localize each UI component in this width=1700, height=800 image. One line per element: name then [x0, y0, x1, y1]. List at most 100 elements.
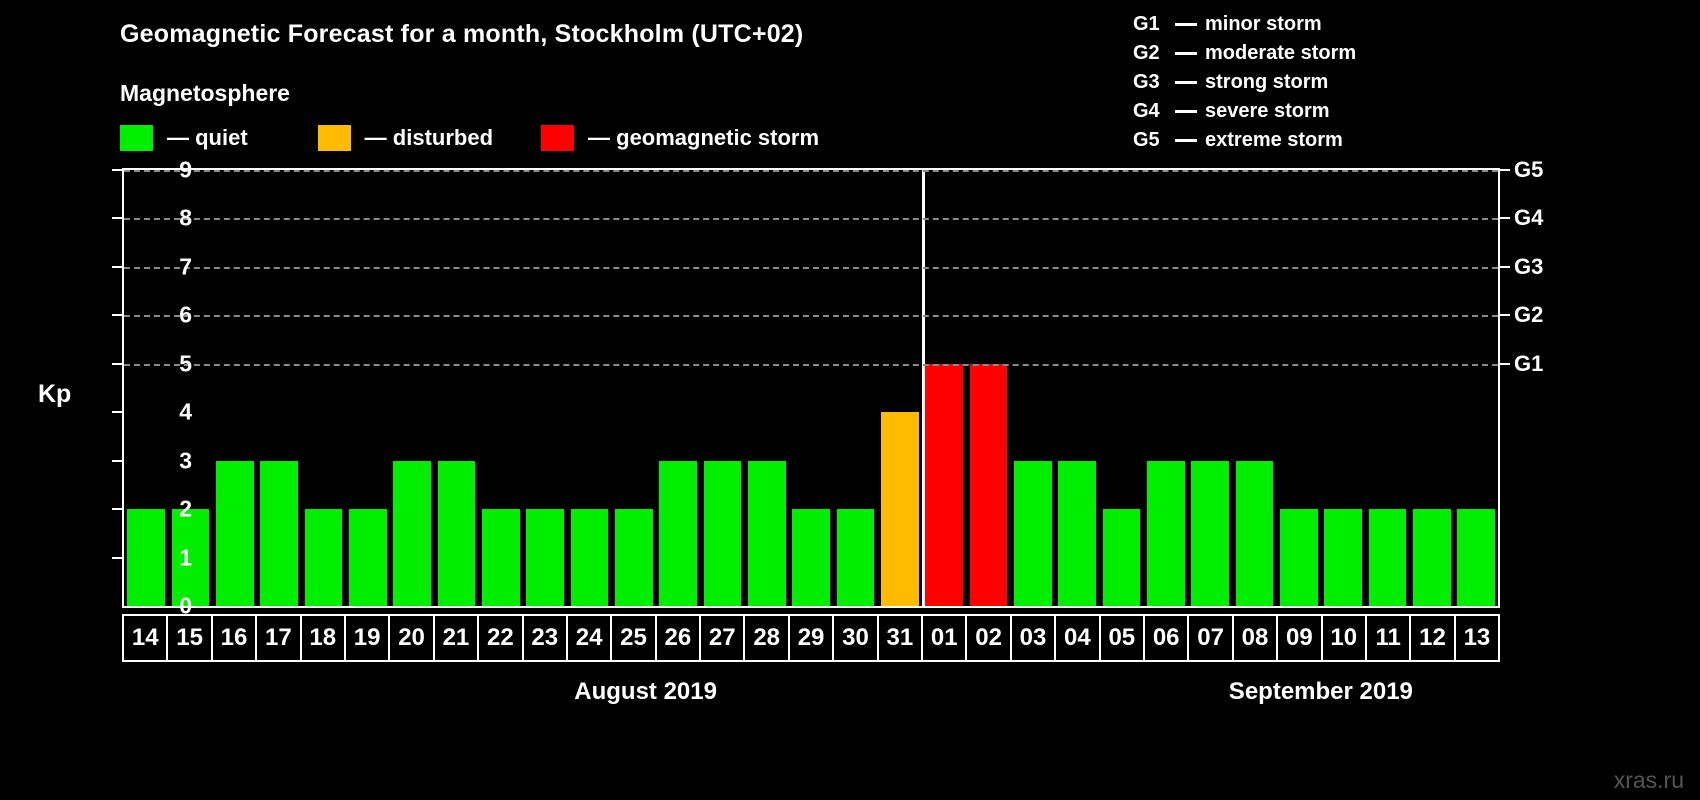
day-label[interactable]: 14	[124, 616, 169, 660]
day-label[interactable]: 30	[834, 616, 879, 660]
bar-cell[interactable]	[700, 170, 744, 606]
bar-cell[interactable]	[479, 170, 523, 606]
bar[interactable]	[703, 460, 742, 606]
g-axis-tick-label: G2	[1514, 302, 1544, 328]
bar[interactable]	[1013, 460, 1052, 606]
bar[interactable]	[570, 509, 609, 606]
bar-cell[interactable]	[1011, 170, 1055, 606]
bar[interactable]	[1191, 460, 1229, 606]
bar-cell[interactable]	[612, 170, 656, 606]
bar[interactable]	[437, 460, 476, 606]
day-label[interactable]: 11	[1367, 616, 1412, 660]
g-scale-row: G4 severe storm	[1133, 97, 1356, 126]
bar-cell[interactable]	[1144, 170, 1188, 606]
bar[interactable]	[836, 509, 875, 606]
bar-cell[interactable]	[1232, 170, 1276, 606]
bar[interactable]	[348, 509, 387, 606]
day-label[interactable]: 31	[879, 616, 924, 660]
day-label[interactable]: 02	[967, 616, 1012, 660]
day-label[interactable]: 17	[257, 616, 302, 660]
bar-cell[interactable]	[1055, 170, 1099, 606]
day-label[interactable]: 21	[435, 616, 480, 660]
bar[interactable]	[1412, 509, 1451, 606]
bar-cell[interactable]	[124, 170, 168, 606]
bar-cell[interactable]	[1454, 170, 1498, 606]
bar-cell[interactable]	[567, 170, 611, 606]
bar[interactable]	[792, 509, 830, 606]
day-label[interactable]: 23	[524, 616, 568, 660]
bar-cell[interactable]	[789, 170, 833, 606]
y-axis-tick-mark	[112, 556, 122, 559]
bar[interactable]	[880, 412, 919, 606]
bar[interactable]	[1235, 460, 1274, 606]
bar-cell[interactable]	[1410, 170, 1454, 606]
bar[interactable]	[215, 460, 254, 606]
bar[interactable]	[925, 363, 963, 606]
bar[interactable]	[1102, 509, 1141, 606]
bar-cell[interactable]	[1321, 170, 1365, 606]
bar[interactable]	[1146, 460, 1185, 606]
day-label[interactable]: 01	[923, 616, 968, 660]
bar-cell[interactable]	[833, 170, 877, 606]
day-label[interactable]: 20	[390, 616, 435, 660]
bar[interactable]	[1058, 460, 1096, 606]
day-label[interactable]: 10	[1323, 616, 1367, 660]
day-label[interactable]: 07	[1189, 616, 1234, 660]
bar[interactable]	[969, 363, 1008, 606]
bar[interactable]	[1368, 509, 1407, 606]
day-label[interactable]: 24	[568, 616, 613, 660]
bar-cell[interactable]	[257, 170, 301, 606]
day-label[interactable]: 27	[701, 616, 746, 660]
day-label[interactable]: 03	[1012, 616, 1057, 660]
g-scale-dash-icon	[1175, 110, 1197, 113]
bar-cell[interactable]	[301, 170, 345, 606]
bar-cell[interactable]	[878, 170, 922, 606]
day-label[interactable]: 05	[1101, 616, 1145, 660]
day-label[interactable]: 22	[479, 616, 524, 660]
bar-cell[interactable]	[390, 170, 434, 606]
y-axis-tick-mark	[112, 459, 122, 462]
bar[interactable]	[481, 509, 520, 606]
bar-cell[interactable]	[656, 170, 700, 606]
bar[interactable]	[393, 460, 431, 606]
bar-cell[interactable]	[168, 170, 212, 606]
day-label[interactable]: 18	[302, 616, 346, 660]
bar[interactable]	[659, 460, 697, 606]
g-axis-tick-label: G5	[1514, 157, 1544, 182]
day-label[interactable]: 25	[612, 616, 657, 660]
bar-cell[interactable]	[213, 170, 257, 606]
bar-cell[interactable]	[745, 170, 789, 606]
bar-cell[interactable]	[1277, 170, 1321, 606]
day-label[interactable]: 06	[1145, 616, 1190, 660]
bar[interactable]	[171, 509, 210, 606]
bar[interactable]	[614, 509, 653, 606]
bar-cell[interactable]	[346, 170, 390, 606]
day-label[interactable]: 19	[346, 616, 391, 660]
bar[interactable]	[1457, 509, 1495, 606]
day-label[interactable]: 04	[1056, 616, 1101, 660]
bar-cell[interactable]	[1188, 170, 1232, 606]
bar-cell[interactable]	[1099, 170, 1143, 606]
day-label[interactable]: 16	[213, 616, 258, 660]
bar-cell[interactable]	[434, 170, 478, 606]
bar[interactable]	[260, 460, 298, 606]
bar[interactable]	[526, 509, 564, 606]
day-label[interactable]: 28	[745, 616, 790, 660]
day-label[interactable]: 13	[1463, 624, 1491, 651]
bar[interactable]	[304, 509, 343, 606]
bar[interactable]	[127, 509, 165, 606]
bar-cell[interactable]	[1365, 170, 1409, 606]
bar[interactable]	[747, 460, 786, 606]
day-label[interactable]: 15	[168, 616, 213, 660]
bar-cell[interactable]	[523, 170, 567, 606]
bar-cell[interactable]	[966, 170, 1010, 606]
bar[interactable]	[1324, 509, 1362, 606]
day-label[interactable]: 26	[657, 616, 702, 660]
bar-cell[interactable]	[922, 170, 966, 606]
day-label[interactable]: 08	[1234, 616, 1279, 660]
bar[interactable]	[1279, 509, 1318, 606]
day-label[interactable]: 29	[790, 616, 835, 660]
day-label[interactable]: 09	[1278, 616, 1323, 660]
g-scale-code: G3	[1133, 71, 1160, 93]
day-label[interactable]: 12	[1411, 616, 1456, 660]
